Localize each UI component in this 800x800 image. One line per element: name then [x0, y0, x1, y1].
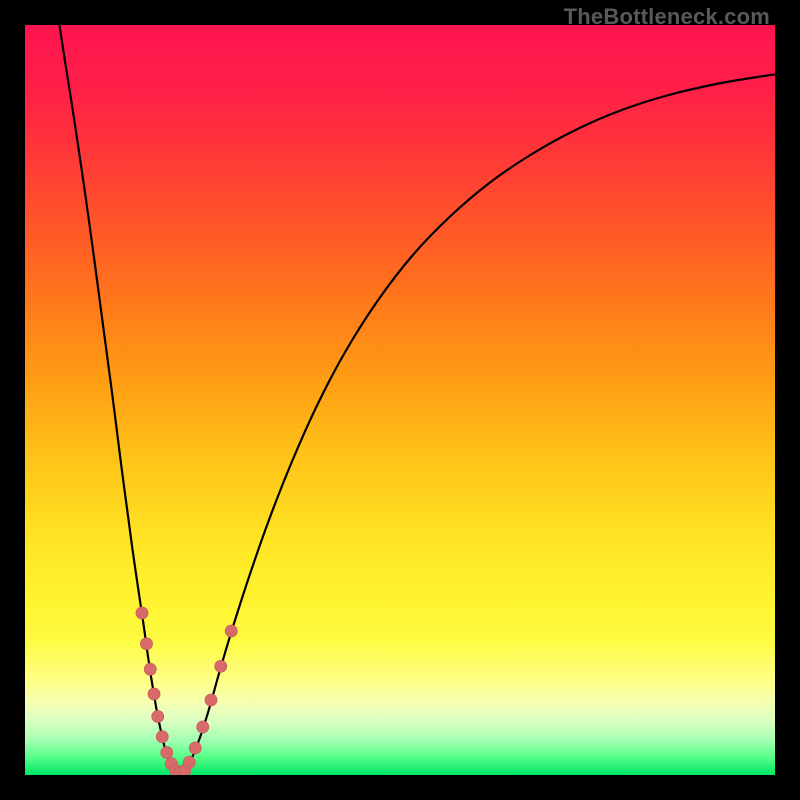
marker-dot [205, 694, 217, 706]
marker-dot [189, 742, 201, 754]
chart-frame: TheBottleneck.com [0, 0, 800, 800]
marker-dot [141, 638, 153, 650]
marker-dot [225, 625, 237, 637]
marker-dot [156, 731, 168, 743]
marker-dot [144, 663, 156, 675]
marker-dot [197, 721, 209, 733]
marker-dot [161, 747, 173, 759]
marker-dot [183, 756, 195, 768]
curve-right-branch [179, 75, 775, 775]
marker-cluster [136, 607, 237, 775]
marker-dot [215, 660, 227, 672]
plot-area [25, 25, 775, 775]
marker-dot [136, 607, 148, 619]
curve-left-branch [60, 25, 179, 774]
marker-dot [148, 688, 160, 700]
marker-dot [152, 711, 164, 723]
curves-layer [25, 25, 775, 775]
